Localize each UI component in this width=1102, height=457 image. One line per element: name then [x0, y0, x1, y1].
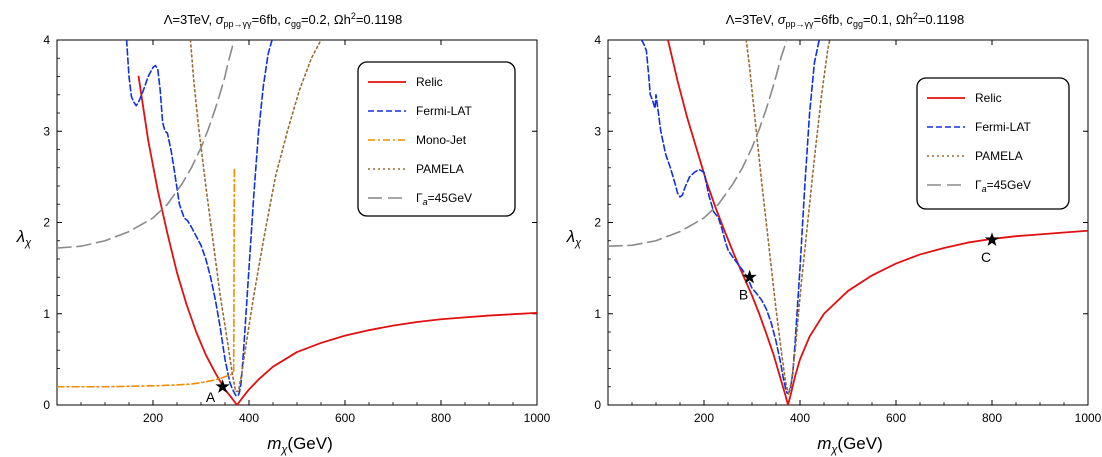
series-line-mono-jet — [57, 166, 236, 388]
chart-panel-right: Λ=3TeV, σpp→γγ=6fb, cgg=0.1, Ωh2=0.1198 … — [566, 11, 1102, 456]
star-marker-c — [984, 232, 1000, 246]
series-line-relic — [667, 40, 1088, 405]
legend-label: Fermi-LAT — [975, 120, 1031, 134]
legend-label: Relic — [975, 91, 1002, 105]
x-tick-label: 200 — [694, 411, 714, 425]
series-line-pamela — [745, 40, 831, 395]
series-line--a-45gev — [608, 40, 788, 248]
series-line-fermi-lat — [640, 40, 820, 394]
legend-label: Mono-Jet — [416, 133, 467, 147]
y-tick-label: 3 — [594, 124, 601, 138]
x-tick-label: 400 — [239, 411, 259, 425]
series-line-relic — [137, 75, 537, 405]
y-tick-label: 3 — [43, 124, 50, 138]
legend-box — [357, 61, 516, 217]
x-tick-label: 1000 — [524, 411, 551, 425]
legend-label: Fermi-LAT — [416, 104, 472, 118]
y-tick-label: 0 — [43, 398, 50, 412]
y-tick-label: 2 — [594, 216, 601, 230]
legend-label: Relic — [416, 75, 443, 89]
x-tick-label: 800 — [431, 411, 451, 425]
series-group — [57, 40, 537, 405]
markers-group: BC — [739, 232, 1000, 302]
x-tick-label: 1000 — [1075, 411, 1102, 425]
series-line-pamela — [189, 40, 322, 393]
legend-label: Γa=45GeV — [416, 191, 472, 207]
y-tick-label: 4 — [43, 33, 50, 47]
y-tick-label: 0 — [594, 398, 601, 412]
y-axis-label: λχ — [16, 227, 32, 249]
y-tick-label: 1 — [43, 307, 50, 321]
y-tick-label: 2 — [43, 216, 50, 230]
legend: Relic Fermi-LAT Mono-Jet PAMELA Γa=45GeV — [357, 61, 516, 217]
y-tick-label: 4 — [594, 33, 601, 47]
chart-panel-left: Λ=3TeV, σpp→γγ=6fb, cgg=0.2, Ωh2=0.1198 … — [16, 11, 551, 456]
x-tick-label: 600 — [886, 411, 906, 425]
x-axis-label: mχ(GeV) — [267, 434, 333, 456]
marker-label-b: B — [739, 286, 748, 302]
marker-label-c: C — [981, 249, 991, 265]
chart-title: Λ=3TeV, σpp→γγ=6fb, cgg=0.2, Ωh2=0.1198 — [164, 11, 402, 29]
x-tick-label: 800 — [982, 411, 1002, 425]
y-axis-label: λχ — [566, 227, 582, 249]
legend-label: Γa=45GeV — [975, 178, 1031, 194]
markers-group: A — [206, 379, 230, 405]
legend-box — [916, 77, 1070, 210]
series-group — [608, 40, 1088, 405]
star-marker-a — [215, 379, 230, 393]
marker-label-a: A — [206, 389, 216, 405]
x-tick-label: 600 — [335, 411, 355, 425]
star-marker-b — [742, 269, 757, 284]
series-line--a-45gev — [57, 40, 235, 249]
axes: 200 400 600 800 1000 0 1 2 3 4 — [594, 33, 1101, 425]
legend-label: PAMELA — [416, 162, 464, 176]
x-axis-label: mχ(GeV) — [817, 434, 883, 456]
chart-title: Λ=3TeV, σpp→γγ=6fb, cgg=0.1, Ωh2=0.1198 — [726, 11, 964, 29]
x-tick-label: 400 — [790, 411, 810, 425]
legend: Relic Fermi-LAT PAMELA Γa=45GeV — [916, 77, 1070, 210]
legend-label: PAMELA — [975, 149, 1023, 163]
y-tick-label: 1 — [594, 307, 601, 321]
x-tick-label: 200 — [143, 411, 163, 425]
series-line-fermi-lat — [125, 40, 273, 397]
